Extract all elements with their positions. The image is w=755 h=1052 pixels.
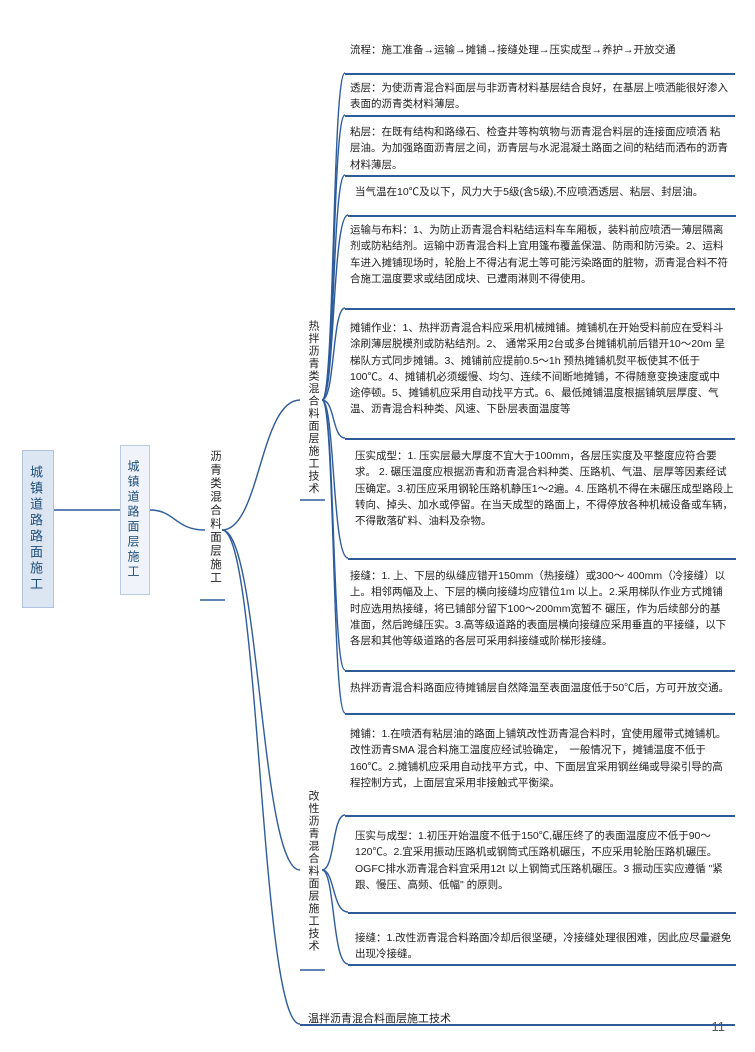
underline: [345, 175, 735, 177]
level2-node: 城镇道路面层施工: [120, 445, 150, 595]
leaf-hot3: 粘层：在既有结构和路缘石、检查井等构筑物与沥青混合料层的连接面应喷洒 粘层油。为…: [350, 124, 730, 175]
underline: [345, 438, 735, 440]
leaf-hot6: 摊铺作业：1、热拌沥青混合料应采用机械摊铺。摊铺机在开始受料前应在受料斗涂刷薄层…: [350, 320, 730, 420]
underline: [300, 1024, 735, 1026]
underline: [348, 912, 736, 914]
underline: [348, 215, 736, 217]
leaf-hot8: 接缝：1. 上、下层的纵缝应错开150mm（热接缝）或300～ 400mm（冷接…: [350, 568, 730, 651]
underline: [345, 670, 735, 672]
underline: [348, 964, 736, 966]
leaf-hot5: 运输与布料：1、为防止沥青混合料粘结运料车车厢板，装料前应喷洒一薄层隔离剂或防粘…: [350, 222, 730, 289]
underline: [345, 73, 735, 75]
leaf-hot1: 流程：施工准备→运输→摊铺→接缝处理→压实成型→养护→开放交通: [350, 42, 730, 60]
leaf-mod3: 接缝：1.改性沥青混合料路面冷却后很坚硬，冷接缝处理很困难，因此应尽量避免出现冷…: [355, 930, 735, 965]
underline: [348, 558, 736, 560]
leaf-hot9: 热拌沥青混合料路面应待摊铺层自然降温至表面温度低于50℃后，方可开放交通。: [350, 680, 730, 698]
leaf-hot2: 透层：为使沥青混合料面层与非沥青材料基层结合良好，在基层上喷洒能很好渗入表面的沥…: [350, 80, 730, 115]
underline: [345, 308, 735, 310]
leaf-mod1: 摊铺：1.在喷洒有粘层油的路面上铺筑改性沥青混合料时，宜使用履带式摊铺机。改性沥…: [350, 726, 730, 793]
leaf-mod2: 压实与成型：1.初压开始温度不低于150℃,碾压终了的表面温度应不低于90～12…: [355, 828, 735, 895]
leaf-hot7: 压实成型：1. 压实层最大厚度不宜大于100mm，各层压实度及平整度应符合要求。…: [355, 448, 735, 531]
underline: [345, 815, 735, 817]
level3-node: 沥青类混合料面层施工: [205, 450, 223, 585]
leaf-hot4: 当气温在10℃及以下，风力大于5级(含5级),不应喷洒透层、粘层、封层油。: [355, 184, 735, 202]
underline: [345, 713, 735, 715]
underline: [345, 115, 735, 117]
root-node: 城镇道路路面施工: [22, 450, 54, 608]
page-number: 11: [712, 1019, 726, 1034]
level4-mod: 改性沥青混合料面层施工技术: [305, 790, 321, 953]
level4-hot: 热拌沥青类混合料面层施工技术: [305, 320, 321, 495]
